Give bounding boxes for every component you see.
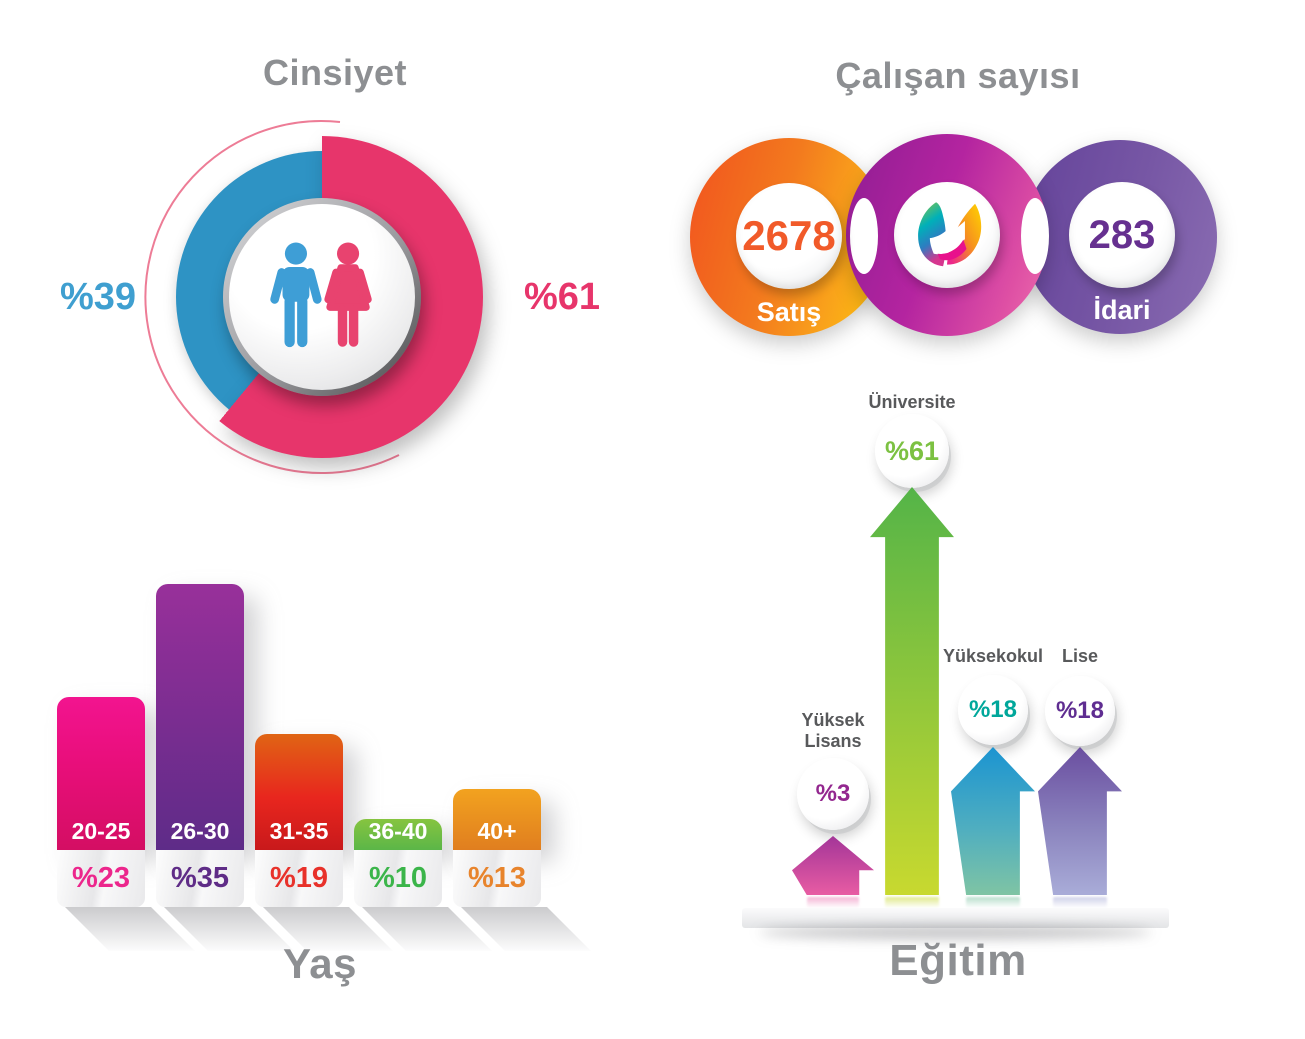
age-value-card: %13 [453, 850, 541, 907]
arrow-reflection [885, 897, 939, 908]
chain-link-gap-right [1021, 198, 1049, 274]
male-percentage: %39 [59, 276, 137, 318]
education-badge-yuksekokul: %18 [958, 675, 1028, 745]
admin-count: 283 [1088, 212, 1156, 257]
age-range-label: 20-25 [71, 818, 131, 844]
age-section-title: Yaş [283, 940, 357, 987]
education-pct-lise: %18 [1055, 697, 1105, 724]
arrow-up-yuksekokul [951, 747, 1035, 895]
company-logo-icon [918, 202, 982, 267]
man-icon [270, 242, 322, 348]
education-pct-yuksek-lisans: %3 [815, 780, 851, 807]
age-value-card: %10 [354, 850, 442, 907]
education-badge-lise: %18 [1045, 676, 1115, 746]
age-percentage: %13 [467, 862, 527, 894]
admin-label: İdari [1093, 295, 1151, 325]
education-platform [742, 908, 1169, 928]
age-percentage: %19 [269, 862, 329, 894]
man-woman-icon [270, 242, 372, 348]
age-bar-31-35: 31-35 [255, 734, 343, 850]
education-label-yuksekokul: Yüksekokul [942, 646, 1044, 666]
sales-value-disc: 2678 [736, 183, 842, 289]
age-range-label: 26-30 [170, 818, 230, 844]
education-section-title: Eğitim [889, 936, 1027, 985]
education-pct-universite: %61 [884, 435, 940, 466]
age-value-card: %23 [57, 850, 145, 907]
gender-outline-ring [144, 120, 400, 474]
age-bar-20-25: 20-25 [57, 697, 145, 850]
age-range-label: 36-40 [368, 818, 428, 844]
age-percentage: %35 [170, 862, 230, 894]
age-range-label: 31-35 [269, 818, 329, 844]
arrow-reflection [1053, 897, 1107, 908]
age-bar-36-40: 36-40 [354, 818, 442, 850]
employees-section-title: Çalışan sayısı [835, 55, 1081, 96]
woman-icon [324, 242, 372, 347]
arrow-up-universite [870, 487, 954, 895]
gender-section-title: Cinsiyet [262, 52, 408, 93]
arrow-up-lise [1038, 747, 1122, 895]
chain-link-gap-left [850, 198, 878, 274]
education-label-universite: Üniversite [868, 392, 956, 412]
age-percentage: %23 [71, 862, 131, 894]
age-bar-40plus: 40+ [453, 789, 541, 850]
age-value-card: %19 [255, 850, 343, 907]
age-bar-26-30: 26-30 [156, 584, 244, 850]
arrow-reflection [966, 897, 1020, 908]
medallion-face [229, 204, 415, 390]
arrow-reflection [807, 897, 859, 908]
admin-value-disc: 283 [1069, 182, 1175, 288]
sales-label: Satış [756, 297, 822, 327]
sales-count: 2678 [742, 212, 836, 259]
education-label-yuksek-lisans: Yüksek Lisans [801, 710, 865, 751]
education-label-lise: Lise [1061, 646, 1099, 666]
education-badge-yuksek-lisans: %3 [797, 758, 869, 830]
female-percentage: %61 [523, 276, 601, 318]
age-percentage: %10 [368, 862, 428, 894]
logo-disc [894, 182, 1000, 288]
arrow-up-yuksek-lisans [792, 836, 874, 895]
education-pct-yuksekokul: %18 [968, 696, 1018, 723]
gender-center-medallion [223, 198, 421, 396]
age-value-card: %35 [156, 850, 244, 907]
education-badge-universite: %61 [875, 414, 949, 488]
age-range-label: 40+ [477, 818, 517, 844]
